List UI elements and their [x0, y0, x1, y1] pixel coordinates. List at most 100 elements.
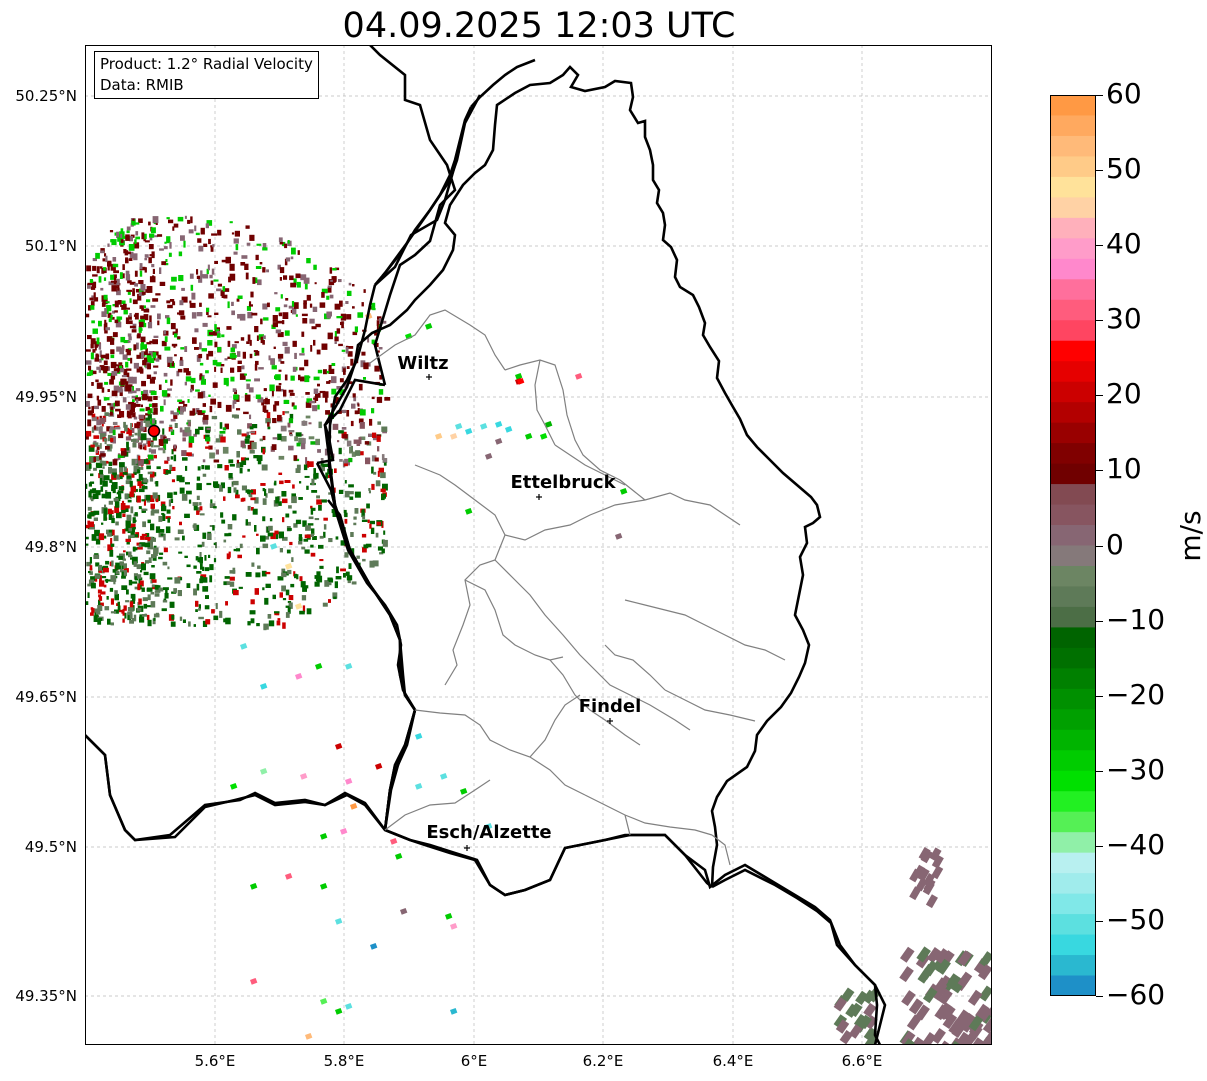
echo-cell: [201, 541, 205, 547]
echo-cell: [245, 225, 250, 229]
echo-cell: [329, 267, 333, 274]
echo-cell: [98, 276, 102, 283]
echo-cell: [88, 406, 91, 410]
echo-cell: [229, 353, 236, 359]
echo-cell: [247, 621, 251, 626]
echo-cell: [108, 336, 112, 341]
echo-cell: [115, 570, 120, 575]
echo-cell: [141, 614, 148, 617]
echo-cell: [226, 326, 232, 330]
echo-cell: [116, 323, 119, 327]
y-tick-label: 49.35°N: [15, 987, 77, 1005]
echo-cell: [195, 600, 199, 607]
echo-cell: [173, 412, 179, 416]
echo-cell: [134, 239, 137, 244]
echo-cell: [189, 273, 194, 279]
echo-cell: [110, 538, 113, 545]
echo-cell: [294, 672, 303, 680]
echo-cell: [133, 614, 137, 622]
echo-cell: [835, 1019, 850, 1034]
echo-cell: [201, 376, 205, 382]
echo-cell: [348, 282, 352, 286]
echo-cell: [143, 314, 149, 321]
echo-cell: [153, 509, 160, 514]
echo-cell: [86, 373, 92, 376]
echo-cell: [210, 398, 216, 405]
echo-cell: [127, 291, 131, 295]
echo-cell: [177, 399, 183, 402]
echo-cell: [292, 340, 297, 347]
echo-cell: [117, 490, 124, 494]
echo-cell: [267, 422, 270, 427]
echo-cell: [245, 489, 250, 493]
echo-cell: [152, 355, 156, 361]
echo-cell: [345, 571, 350, 576]
echo-cell: [306, 398, 313, 403]
echo-cell: [214, 324, 217, 330]
echo-cell: [205, 595, 209, 599]
echo-cell: [126, 514, 132, 521]
echo-cell: [296, 464, 301, 471]
colorbar-segment: [1050, 955, 1096, 977]
echo-cell: [345, 662, 353, 670]
echo-cell: [249, 353, 253, 359]
echo-cell: [254, 364, 258, 371]
echo-cell: [196, 275, 200, 279]
echo-cell: [249, 449, 255, 454]
echo-cell: [90, 576, 96, 581]
echo-cell: [101, 522, 104, 525]
echo-cell: [107, 243, 110, 247]
echo-cell: [229, 570, 236, 574]
echo-cell: [224, 423, 229, 430]
echo-cell: [346, 575, 353, 581]
echo-cell: [262, 587, 265, 591]
echo-cell: [196, 571, 202, 574]
echo-cell: [109, 230, 114, 233]
echo-cell: [308, 436, 315, 440]
echo-cell: [334, 336, 339, 342]
echo-cell: [125, 270, 130, 275]
echo-cell: [305, 415, 311, 419]
echo-cell: [247, 444, 254, 450]
echo-cell: [969, 1037, 985, 1045]
echo-cell: [323, 524, 327, 530]
x-tick-label: 5.6°E: [194, 1052, 236, 1070]
echo-cell: [326, 475, 333, 478]
echo-cell: [148, 557, 152, 563]
canton-line: [464, 579, 564, 661]
echo-cell: [615, 532, 623, 540]
echo-cell: [295, 273, 301, 279]
echo-cell: [349, 496, 354, 500]
echo-cell: [177, 312, 181, 315]
echo-cell: [323, 531, 326, 538]
echo-cell: [166, 393, 171, 397]
echo-cell: [205, 619, 211, 625]
echo-cell: [173, 454, 177, 462]
canton-line: [414, 464, 506, 686]
country-border: [85, 45, 887, 1045]
echo-cell: [121, 300, 126, 304]
echo-cell: [144, 357, 148, 362]
echo-cell: [272, 418, 277, 424]
colorbar-segment: [1050, 135, 1096, 158]
echo-cell: [263, 317, 269, 321]
echo-cell: [313, 339, 316, 346]
echo-cell: [302, 318, 308, 324]
echo-cell: [153, 454, 157, 459]
echo-cell: [125, 384, 132, 392]
echo-cell: [122, 472, 128, 475]
echo-cell: [165, 516, 171, 519]
echo-cell: [354, 491, 361, 498]
echo-cell: [287, 527, 292, 531]
echo-cell: [376, 521, 381, 526]
echo-cell: [209, 575, 213, 583]
echo-cell: [201, 410, 206, 413]
echo-cell: [139, 263, 143, 270]
echo-cell: [99, 460, 104, 464]
echo-cell: [330, 279, 335, 282]
echo-cell: [194, 347, 199, 350]
echo-cell: [109, 403, 116, 409]
colorbar-tick-label: −20: [1106, 677, 1166, 711]
echo-cell: [164, 336, 168, 342]
canton-lines: [369, 309, 786, 866]
